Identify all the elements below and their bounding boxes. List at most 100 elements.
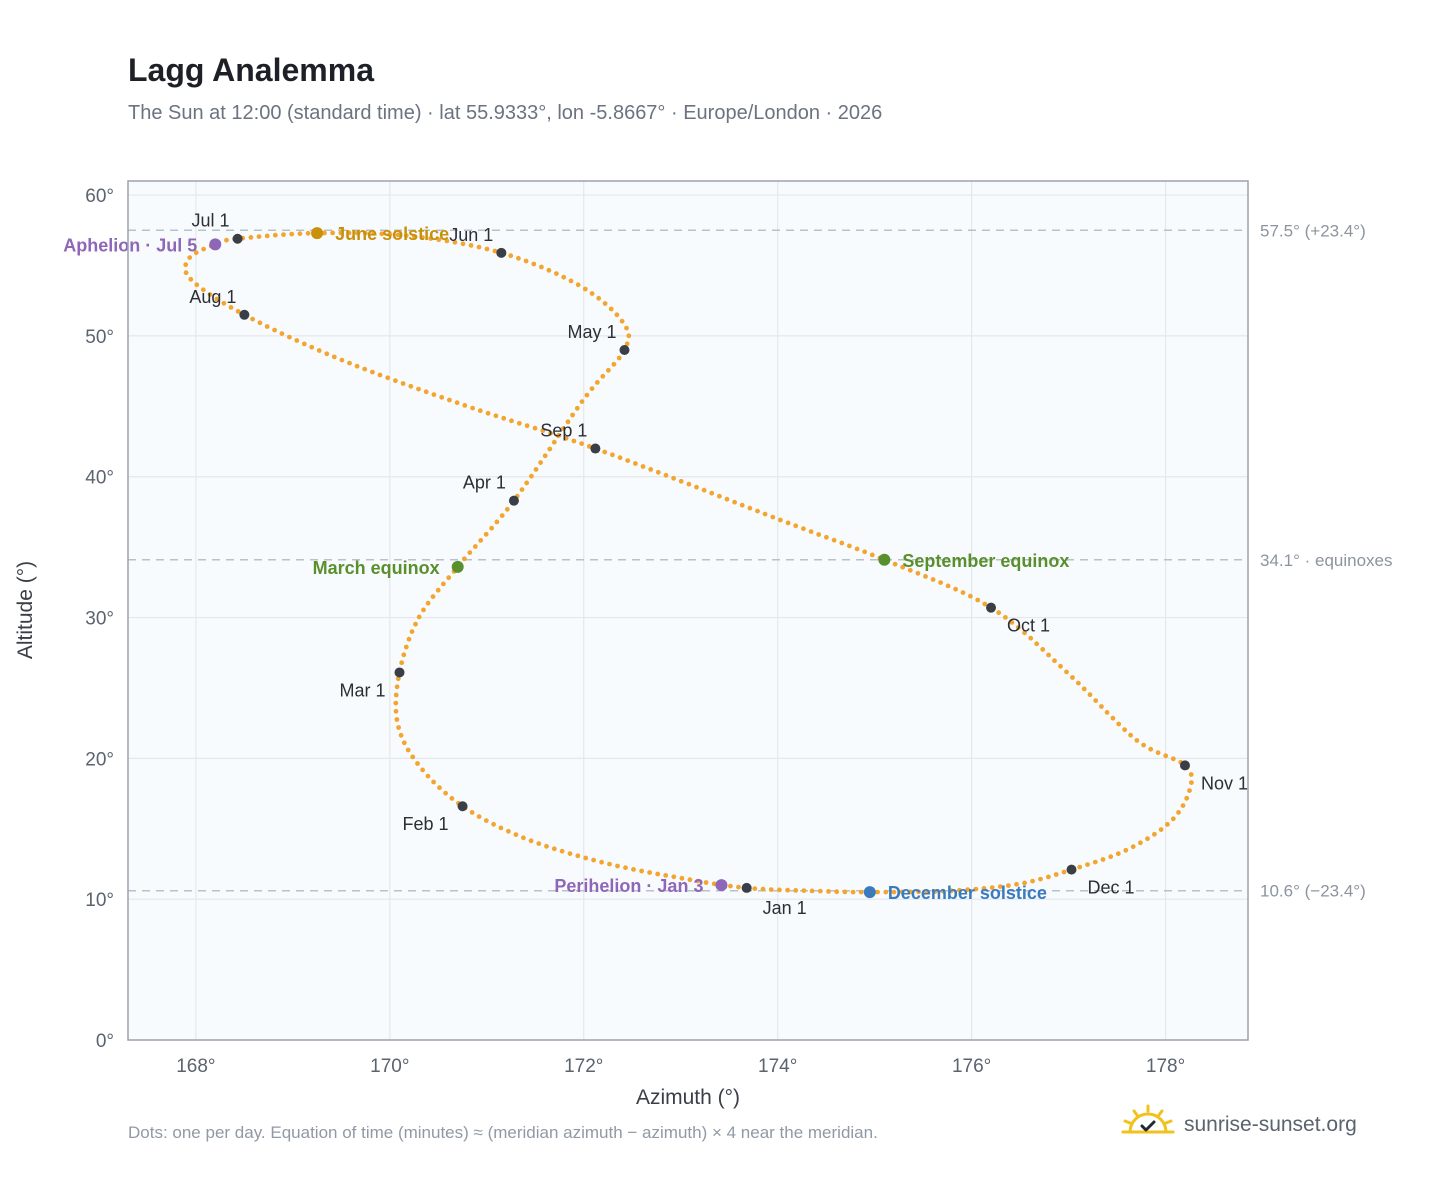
daily-dot — [509, 418, 514, 424]
y-tick-label: 40° — [85, 468, 114, 489]
daily-dot — [506, 828, 511, 834]
daily-dot — [264, 233, 270, 239]
daily-dot — [524, 480, 530, 486]
event-marker — [863, 886, 876, 899]
y-tick-label: 20° — [85, 749, 114, 770]
daily-dot — [494, 519, 500, 525]
daily-dot — [443, 790, 448, 796]
daily-dot — [854, 546, 860, 552]
daily-dot — [1180, 803, 1186, 808]
daily-dot — [608, 306, 614, 312]
month-marker — [986, 602, 997, 613]
daily-dot — [671, 874, 677, 880]
sun-logo-icon — [1121, 1104, 1175, 1134]
event-marker — [878, 553, 891, 566]
daily-dot — [770, 514, 776, 520]
daily-dot — [599, 859, 604, 865]
daily-dot — [907, 567, 913, 573]
daily-dot — [778, 517, 783, 523]
daily-dot — [387, 231, 393, 237]
daily-dot — [1163, 753, 1169, 759]
daily-dot — [449, 796, 455, 801]
daily-dot — [602, 301, 608, 306]
daily-dot — [678, 478, 684, 484]
daily-dot — [584, 392, 590, 398]
daily-dot — [989, 885, 995, 890]
daily-dot — [441, 581, 446, 587]
daily-dot — [483, 531, 489, 537]
daily-dot — [477, 408, 483, 414]
daily-dot — [957, 887, 962, 893]
chart-subtitle: The Sun at 12:00 (standard time) · lat 5… — [128, 102, 883, 124]
daily-dot — [606, 367, 611, 373]
daily-dot — [1070, 675, 1075, 680]
daily-dot — [1100, 857, 1106, 862]
daily-dot — [793, 888, 799, 893]
daily-dot — [1046, 652, 1051, 658]
daily-dot — [408, 383, 414, 389]
daily-dot — [1104, 710, 1110, 715]
daily-dot — [785, 520, 791, 526]
daily-dot — [447, 397, 452, 403]
daily-dot — [997, 884, 1003, 889]
daily-dot — [623, 865, 628, 871]
daily-dot — [1155, 750, 1161, 756]
daily-dot — [953, 586, 958, 592]
daily-dot — [801, 526, 806, 532]
daily-dot — [401, 652, 407, 658]
y-tick-label: 60° — [85, 186, 114, 207]
daily-dot — [444, 238, 450, 244]
daily-dot — [548, 430, 553, 436]
daily-dot — [968, 593, 973, 599]
daily-dot — [330, 230, 335, 236]
daily-dot — [405, 747, 411, 753]
daily-dot — [309, 344, 315, 350]
daily-dot — [499, 513, 505, 518]
daily-dot — [412, 234, 417, 239]
event-label: June solstice — [335, 224, 449, 244]
daily-dot — [1115, 851, 1121, 857]
daily-dot — [640, 464, 646, 469]
daily-dot — [521, 835, 526, 841]
daily-dot — [289, 231, 295, 237]
daily-dot — [493, 413, 499, 419]
daily-dot — [561, 426, 566, 431]
daily-dot — [533, 467, 539, 472]
daily-dot — [639, 868, 644, 874]
month-marker — [619, 344, 630, 355]
daily-dot — [1110, 715, 1116, 721]
plot-background — [128, 181, 1248, 1040]
brand[interactable]: sunrise-sunset.org — [1120, 1102, 1357, 1148]
daily-dot — [728, 883, 733, 889]
daily-dot — [762, 511, 768, 517]
daily-dot — [883, 889, 889, 895]
daily-dot — [923, 574, 928, 579]
daily-dot — [467, 550, 473, 555]
daily-dot — [279, 331, 285, 336]
daily-dot — [423, 389, 429, 395]
daily-dot — [491, 821, 496, 827]
daily-dot — [1028, 635, 1034, 641]
daily-dot — [624, 325, 629, 331]
daily-dot — [717, 493, 722, 499]
y-tick-label: 50° — [85, 327, 114, 348]
daily-dot — [516, 255, 521, 261]
daily-dot — [965, 887, 971, 893]
daily-dot — [193, 250, 199, 256]
daily-dot — [406, 636, 412, 642]
daily-dot — [322, 230, 327, 236]
month-label: Jan 1 — [763, 898, 807, 918]
daily-dot — [446, 575, 452, 581]
daily-dot — [200, 287, 206, 293]
daily-dot — [615, 863, 620, 869]
daily-sun-path — [183, 230, 1194, 895]
daily-dot — [1003, 615, 1008, 620]
daily-dot — [1130, 844, 1136, 850]
daily-dot — [546, 267, 552, 273]
daily-dot — [1122, 727, 1127, 733]
reference-line-label: 10.6° (−23.4°) — [1260, 882, 1366, 901]
daily-dot — [1061, 869, 1067, 875]
x-tick-label: 172° — [564, 1056, 603, 1077]
daily-dot — [602, 449, 608, 455]
daily-dot — [483, 818, 489, 823]
